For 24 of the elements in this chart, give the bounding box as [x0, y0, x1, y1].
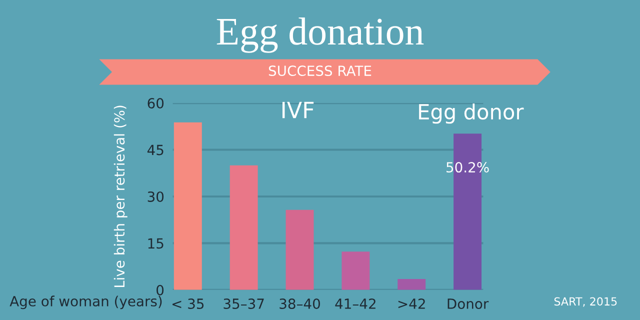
y-tick-label: 15 — [148, 238, 164, 249]
y-tick-label: 45 — [147, 144, 164, 156]
y-axis-title: Live birth per retrieval (%) — [114, 106, 128, 288]
bar — [342, 252, 370, 290]
x-tick-label: >42 — [398, 298, 425, 309]
bar — [398, 279, 426, 290]
data-label: 50.2% — [446, 162, 489, 173]
y-tick-label: 30 — [148, 191, 164, 202]
x-tick-label: < 35 — [172, 298, 204, 310]
x-tick-label: 38–40 — [280, 298, 320, 310]
bar — [230, 165, 258, 290]
x-tick-label: Donor — [448, 298, 489, 310]
annotation: IVF — [282, 102, 314, 118]
y-tick-label: 0 — [156, 284, 164, 296]
x-axis-title: Age of woman (years) — [10, 296, 162, 310]
y-tick-label: 60 — [148, 98, 164, 109]
x-tick-label: 35–37 — [224, 298, 264, 310]
x-tick-label: 41–42 — [335, 298, 376, 309]
bar — [174, 122, 202, 290]
annotation: Egg donor — [419, 104, 524, 124]
chart-subtitle: SUCCESS RATE — [268, 66, 372, 76]
bar — [286, 210, 314, 290]
text: SART, 2015 — [554, 297, 617, 307]
chart-title: Egg donation — [216, 18, 424, 53]
